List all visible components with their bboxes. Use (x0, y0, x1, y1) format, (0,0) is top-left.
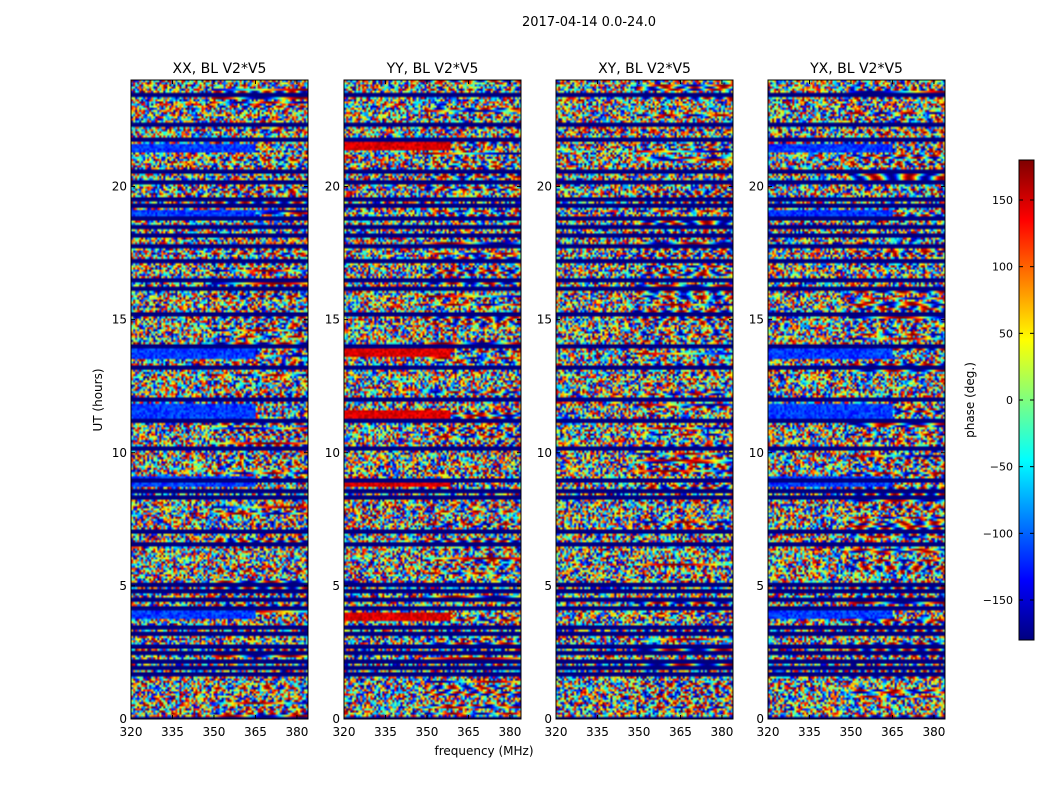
x-tick-label: 365 (457, 725, 480, 739)
x-tick-label: 365 (244, 725, 267, 739)
x-tick-label: 350 (203, 725, 226, 739)
y-tick-label: 20 (325, 180, 340, 194)
colorbar: phase (deg.) −150 −100 −50 0 50 100 150 (963, 159, 1035, 641)
y-tick-label: 10 (537, 446, 552, 460)
y-tick-label: 15 (325, 313, 340, 327)
panel-title: XX, BL V2*V5 (173, 61, 267, 77)
x-tick-label: 380 (498, 725, 521, 739)
x-tick-label: 320 (545, 725, 568, 739)
x-tick-label: 350 (416, 725, 439, 739)
y-tick-label: 5 (332, 579, 340, 593)
y-tick-label: 10 (112, 446, 127, 460)
y-tick-label: 20 (537, 180, 552, 194)
phase-heatmap (556, 80, 733, 719)
x-tick-label: 320 (757, 725, 780, 739)
y-tick-label: 20 (749, 180, 764, 194)
x-tick-label: 335 (374, 725, 397, 739)
colorbar-tick-label: 150 (992, 194, 1013, 207)
phase-heatmap (344, 80, 521, 719)
y-tick-label: 15 (749, 313, 764, 327)
colorbar-label: phase (deg.) (963, 362, 977, 438)
panel-frame (130, 79, 309, 720)
y-tick-label: 5 (544, 579, 552, 593)
x-tick-label: 335 (161, 725, 184, 739)
panel-4: YX, BL V2*V5 320 335 350 365 380 0 5 10 15 20 (749, 61, 946, 739)
x-tick-label: 365 (669, 725, 692, 739)
panel-frame (343, 79, 522, 720)
panel-1: XX, BL V2*V5 320 335 350 365 380 0 5 10 15 20 (112, 61, 309, 739)
y-tick-label: 15 (537, 313, 552, 327)
x-tick-label: 380 (710, 725, 733, 739)
panel-title: XY, BL V2*V5 (598, 61, 691, 77)
y-tick-label: 15 (112, 313, 127, 327)
panel-frame (767, 79, 946, 720)
panel-frame (555, 79, 734, 720)
x-tick-label: 335 (586, 725, 609, 739)
y-tick-label: 0 (119, 712, 127, 726)
colorbar-tick-label: −150 (983, 594, 1013, 607)
y-tick-label: 5 (119, 579, 127, 593)
phase-heatmap (768, 80, 945, 719)
y-tick-label: 0 (332, 712, 340, 726)
colorbar-tick-label: −50 (990, 461, 1013, 474)
x-tick-label: 320 (333, 725, 356, 739)
y-axis-label: UT (hours) (91, 368, 105, 431)
phase-heatmap (131, 80, 308, 719)
panel-2: YY, BL V2*V5 320 335 350 365 380 0 5 10 15 20 (325, 61, 522, 739)
x-tick-label: 350 (840, 725, 863, 739)
x-tick-label: 380 (922, 725, 945, 739)
colorbar-tick-label: 50 (999, 327, 1013, 340)
panel-title: YY, BL V2*V5 (386, 61, 479, 77)
x-tick-label: 350 (628, 725, 651, 739)
x-tick-label: 365 (881, 725, 904, 739)
x-tick-label: 380 (285, 725, 308, 739)
y-tick-label: 5 (756, 579, 764, 593)
x-axis-label: frequency (MHz) (434, 744, 533, 758)
panel-title: YX, BL V2*V5 (809, 61, 903, 77)
colorbar-tick-label: 0 (1006, 394, 1013, 407)
x-tick-label: 335 (798, 725, 821, 739)
y-tick-label: 0 (544, 712, 552, 726)
y-tick-label: 10 (749, 446, 764, 460)
colorbar-tick-label: −100 (983, 527, 1013, 540)
y-tick-label: 0 (756, 712, 764, 726)
y-tick-label: 10 (325, 446, 340, 460)
y-tick-label: 20 (112, 180, 127, 194)
figure-title: 2017-04-14 0.0-24.0 (522, 15, 656, 30)
colorbar-tick-label: 100 (992, 261, 1013, 274)
panel-3: XY, BL V2*V5 320 335 350 365 380 0 5 10 15 20 (537, 61, 734, 739)
x-tick-label: 320 (120, 725, 143, 739)
